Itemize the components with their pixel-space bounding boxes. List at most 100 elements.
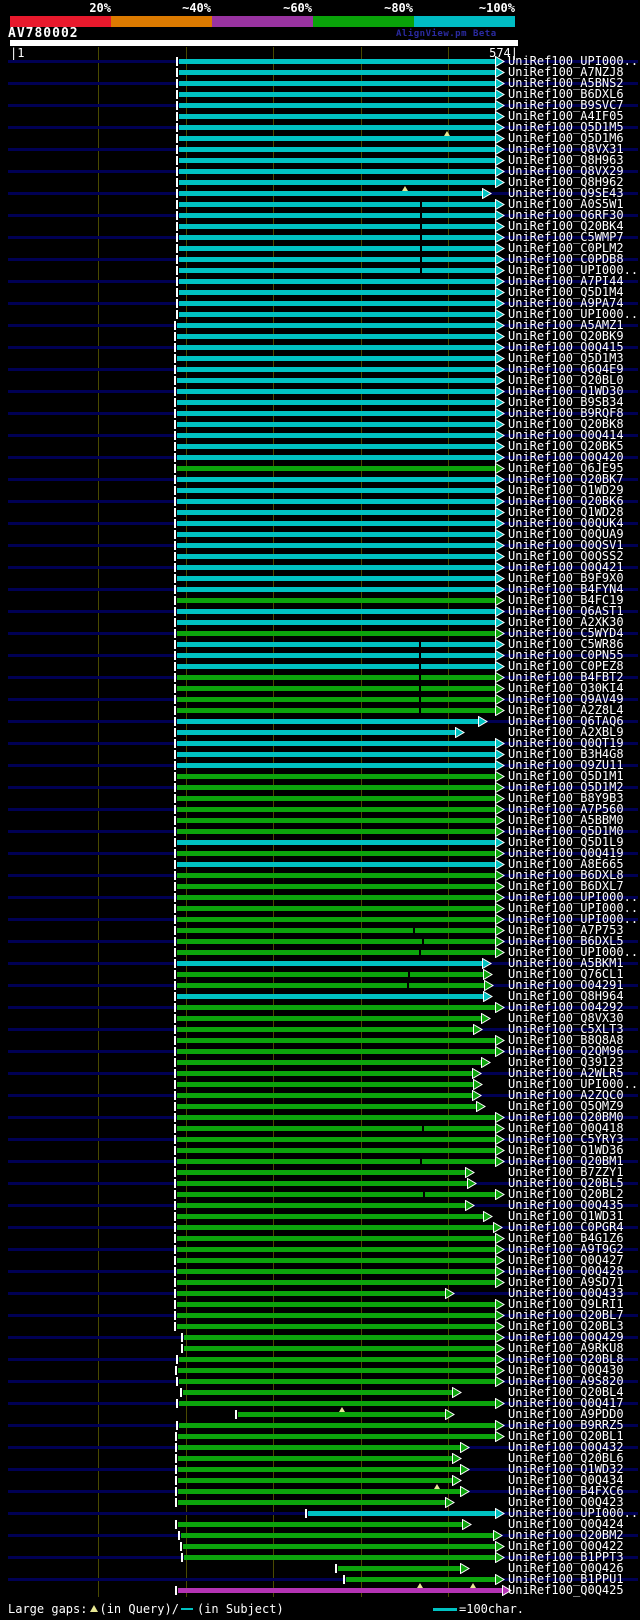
arrowhead-icon[interactable] [452, 1387, 462, 1398]
subject-label[interactable]: UniRef100_Q20BM1 [508, 1154, 624, 1168]
alignment-bar[interactable] [178, 1456, 455, 1461]
alignment-bar[interactable] [179, 114, 498, 119]
alignment-bar[interactable] [179, 279, 498, 284]
alignment-bar[interactable] [177, 499, 498, 504]
arrowhead-icon[interactable] [495, 452, 505, 463]
subject-label[interactable]: UniRef100_Q0Q433 [508, 1286, 624, 1300]
arrowhead-icon[interactable] [495, 419, 505, 430]
arrowhead-icon[interactable] [495, 1321, 505, 1332]
subject-label[interactable]: UniRef100_B1PPT3 [508, 1550, 624, 1564]
subject-label[interactable]: UniRef100_Q0Q414 [508, 428, 624, 442]
alignment-bar[interactable] [179, 202, 498, 207]
arrowhead-icon[interactable] [482, 188, 492, 199]
subject-label[interactable]: UniRef100_Q5D1M0 [508, 824, 624, 838]
subject-label[interactable]: UniRef100_Q30KI4 [508, 681, 624, 695]
subject-label[interactable]: UniRef100_A2ZQC0 [508, 1088, 624, 1102]
alignment-bar[interactable] [177, 917, 498, 922]
arrowhead-icon[interactable] [495, 144, 505, 155]
alignment-bar[interactable] [177, 334, 498, 339]
arrowhead-icon[interactable] [483, 1211, 493, 1222]
subject-label[interactable]: UniRef100_B9F9X0 [508, 571, 624, 585]
subject-label[interactable]: UniRef100_UPI000.. [508, 1506, 639, 1520]
alignment-bar[interactable] [177, 1115, 498, 1120]
alignment-bar[interactable] [177, 521, 498, 526]
subject-label[interactable]: UniRef100_B6DXL6 [508, 87, 624, 101]
arrowhead-icon[interactable] [495, 67, 505, 78]
arrowhead-icon[interactable] [495, 1508, 505, 1519]
alignment-bar[interactable] [177, 774, 498, 779]
subject-label[interactable]: UniRef100_C5WMP7 [508, 230, 624, 244]
arrowhead-icon[interactable] [495, 1002, 505, 1013]
subject-label[interactable]: UniRef100_A7NZJ8 [508, 65, 624, 79]
alignment-bar[interactable] [177, 1324, 498, 1329]
alignment-bar[interactable] [179, 224, 498, 229]
subject-label[interactable]: UniRef100_Q0QUA9 [508, 527, 624, 541]
alignment-bar[interactable] [177, 653, 498, 658]
arrowhead-icon[interactable] [495, 1112, 505, 1123]
subject-label[interactable]: UniRef100_A0S5W1 [508, 197, 624, 211]
arrowhead-icon[interactable] [495, 111, 505, 122]
subject-label[interactable]: UniRef100_Q0Q429 [508, 1330, 624, 1344]
subject-label[interactable]: UniRef100_Q0Q422 [508, 1539, 624, 1553]
subject-label[interactable]: UniRef100_Q20BL0 [508, 373, 624, 387]
subject-label[interactable]: UniRef100_UPI000.. [508, 307, 639, 321]
arrowhead-icon[interactable] [495, 947, 505, 958]
arrowhead-icon[interactable] [495, 1376, 505, 1387]
arrowhead-icon[interactable] [495, 749, 505, 760]
arrowhead-icon[interactable] [495, 1035, 505, 1046]
subject-label[interactable]: UniRef100_B8Q8A8 [508, 1033, 624, 1047]
subject-label[interactable]: UniRef100_Q0Q435 [508, 1198, 624, 1212]
arrowhead-icon[interactable] [495, 540, 505, 551]
alignment-bar[interactable] [338, 1566, 463, 1571]
arrowhead-icon[interactable] [445, 1288, 455, 1299]
arrowhead-icon[interactable] [495, 584, 505, 595]
subject-label[interactable]: UniRef100_C0PGR4 [508, 1220, 624, 1234]
subject-label[interactable]: UniRef100_UPI000.. [508, 890, 639, 904]
arrowhead-icon[interactable] [495, 243, 505, 254]
arrowhead-icon[interactable] [495, 903, 505, 914]
subject-label[interactable]: UniRef100_Q5D1M2 [508, 780, 624, 794]
subject-label[interactable]: UniRef100_A9SD71 [508, 1275, 624, 1289]
arrowhead-icon[interactable] [452, 1475, 462, 1486]
arrowhead-icon[interactable] [495, 408, 505, 419]
alignment-bar[interactable] [177, 1049, 498, 1054]
arrowhead-icon[interactable] [495, 221, 505, 232]
arrowhead-icon[interactable] [495, 793, 505, 804]
arrowhead-icon[interactable] [495, 485, 505, 496]
subject-label[interactable]: UniRef100_C0PN55 [508, 648, 624, 662]
subject-label[interactable]: UniRef100_C0PEZ8 [508, 659, 624, 673]
alignment-bar[interactable] [178, 1489, 463, 1494]
arrowhead-icon[interactable] [495, 518, 505, 529]
subject-label[interactable]: UniRef100_C5YRY3 [508, 1132, 624, 1146]
arrowhead-icon[interactable] [495, 342, 505, 353]
arrowhead-icon[interactable] [495, 529, 505, 540]
arrowhead-icon[interactable] [495, 265, 505, 276]
subject-label[interactable]: UniRef100_Q8H964 [508, 989, 624, 1003]
arrowhead-icon[interactable] [495, 859, 505, 870]
subject-label[interactable]: UniRef100_Q0Q420 [508, 450, 624, 464]
subject-label[interactable]: UniRef100_Q39123 [508, 1055, 624, 1069]
alignment-bar[interactable] [308, 1511, 498, 1516]
arrowhead-icon[interactable] [495, 1365, 505, 1376]
subject-label[interactable]: UniRef100_Q0Q424 [508, 1517, 624, 1531]
subject-label[interactable]: UniRef100_A9PDD0 [508, 1407, 624, 1421]
alignment-bar[interactable] [177, 1203, 468, 1208]
subject-label[interactable]: UniRef100_A5BNS2 [508, 76, 624, 90]
subject-label[interactable]: UniRef100_UPI000.. [508, 945, 639, 959]
subject-label[interactable]: UniRef100_Q0Q426 [508, 1561, 624, 1575]
arrowhead-icon[interactable] [495, 683, 505, 694]
alignment-bar[interactable] [177, 1269, 498, 1274]
subject-label[interactable]: UniRef100_Q76CL1 [508, 967, 624, 981]
alignment-bar[interactable] [177, 433, 498, 438]
alignment-bar[interactable] [179, 81, 498, 86]
arrowhead-icon[interactable] [495, 78, 505, 89]
alignment-bar[interactable] [177, 884, 498, 889]
alignment-bar[interactable] [177, 554, 498, 559]
arrowhead-icon[interactable] [483, 969, 493, 980]
alignment-bar[interactable] [177, 1258, 498, 1263]
alignment-bar[interactable] [177, 576, 498, 581]
arrowhead-icon[interactable] [495, 1189, 505, 1200]
arrowhead-icon[interactable] [495, 463, 505, 474]
alignment-bar[interactable] [177, 565, 498, 570]
subject-label[interactable]: UniRef100_A2XK30 [508, 615, 624, 629]
